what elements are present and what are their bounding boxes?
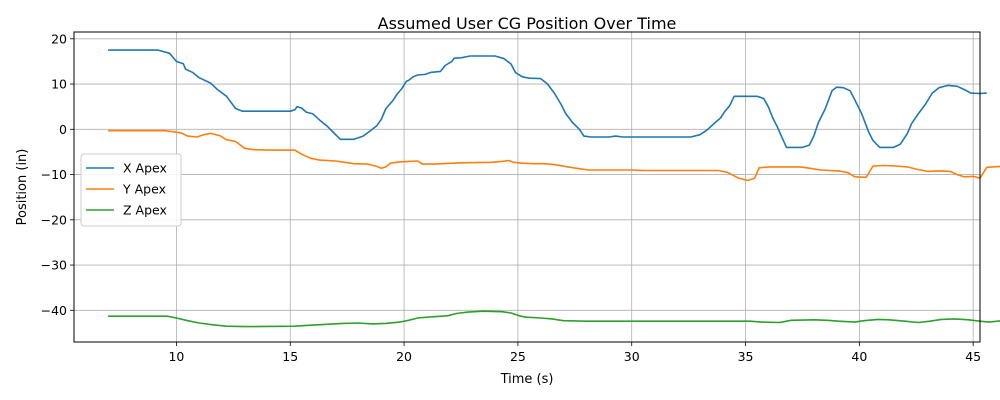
y-tick-label: 10	[51, 77, 67, 92]
y-axis: −40 −30 −20 −10 0 10 20	[41, 31, 74, 318]
x-tick-label: 30	[624, 349, 640, 364]
x-axis-label: Time (s)	[500, 372, 554, 387]
series-lines	[108, 49, 1000, 328]
y-tick-label: −30	[41, 258, 67, 273]
x-tick-label: 45	[965, 349, 981, 364]
x-tick-label: 40	[851, 349, 867, 364]
series-line-z-apex	[108, 310, 1000, 328]
x-tick-label: 25	[510, 349, 526, 364]
x-tick-label: 35	[738, 349, 754, 364]
legend-label: Z Apex	[123, 203, 167, 218]
y-tick-label: −10	[41, 167, 67, 182]
y-axis-label: Position (in)	[15, 149, 30, 226]
series-line-y-apex	[108, 129, 1000, 182]
y-tick-label: 20	[51, 31, 67, 46]
legend-label: Y Apex	[122, 182, 166, 197]
plot-frame	[73, 31, 981, 343]
legend-label: X Apex	[123, 161, 167, 176]
x-tick-label: 15	[282, 349, 298, 364]
y-tick-label: −40	[41, 303, 67, 318]
series-line-x-apex	[108, 49, 987, 149]
x-axis: 10 15 20 25 30 35 40 45	[168, 342, 981, 364]
y-tick-label: −20	[41, 212, 67, 227]
chart-title: Assumed User CG Position Over Time	[378, 14, 677, 33]
x-tick-label: 10	[168, 349, 184, 364]
y-tick-label: 0	[59, 122, 67, 137]
x-tick-label: 20	[396, 349, 412, 364]
legend-box	[80, 153, 182, 227]
legend: X Apex Y Apex Z Apex	[80, 153, 182, 227]
